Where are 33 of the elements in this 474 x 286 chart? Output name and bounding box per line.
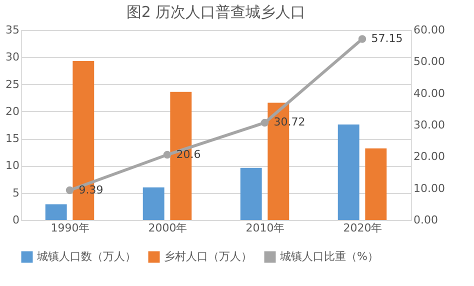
x-tick-label: 2000年 — [148, 222, 188, 234]
y-tick-label: 0 — [12, 214, 20, 226]
legend-label: 城镇人口数（万人） — [36, 250, 136, 263]
legend-label: 乡村人口（万人） — [164, 250, 252, 263]
y-tick-label: 15 — [6, 132, 20, 146]
y2-tick-label: 10.00 — [414, 182, 445, 195]
y2-tick-label: 40.00 — [414, 86, 445, 100]
point — [163, 150, 172, 159]
y-tick-label: 35 — [6, 24, 20, 36]
bar — [45, 204, 67, 220]
legend-label: 城镇人口比重（%） — [279, 250, 378, 263]
y2-tick-label: 60.00 — [414, 24, 445, 36]
y2-tick-label: 50.00 — [414, 55, 445, 68]
x-tick-label: 2010年 — [246, 222, 285, 234]
bar — [365, 148, 387, 220]
y-tick-label: 20 — [6, 104, 20, 118]
chart-title: 图2 历次人口普查城乡人口 — [126, 3, 306, 21]
x-tick-label: 2020年 — [343, 222, 382, 234]
point — [260, 118, 269, 127]
bar — [240, 168, 262, 220]
y2-tick-label: 20.00 — [414, 150, 445, 164]
y2-tick-label: 30.00 — [414, 118, 445, 132]
y-tick-label: 25 — [6, 78, 20, 91]
x-tick-label: 1990年 — [50, 222, 90, 234]
y-tick-label: 30 — [6, 50, 20, 64]
bar — [142, 187, 164, 220]
y-tick-label: 10 — [6, 159, 20, 172]
point — [66, 186, 74, 194]
data-label: 57.15 — [371, 32, 403, 46]
y2-tick-label: 0.00 — [414, 214, 438, 226]
point — [358, 35, 366, 43]
bar — [338, 124, 360, 220]
y-tick-label: 5 — [12, 186, 20, 200]
